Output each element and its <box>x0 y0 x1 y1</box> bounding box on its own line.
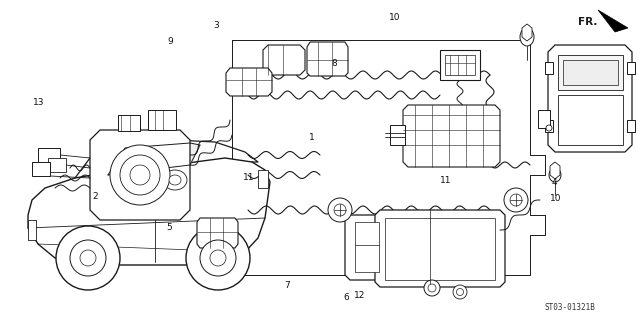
Ellipse shape <box>80 250 96 266</box>
Bar <box>390 125 405 145</box>
Bar <box>627 120 635 132</box>
Ellipse shape <box>453 285 467 299</box>
Ellipse shape <box>169 175 181 185</box>
Bar <box>385 218 495 280</box>
Ellipse shape <box>457 289 464 295</box>
Ellipse shape <box>520 28 534 46</box>
Ellipse shape <box>328 198 352 222</box>
Polygon shape <box>548 45 632 152</box>
Text: 1: 1 <box>309 133 315 142</box>
Bar <box>258 170 268 188</box>
Ellipse shape <box>70 240 106 276</box>
Text: 7: 7 <box>283 281 290 290</box>
Polygon shape <box>345 215 385 280</box>
Ellipse shape <box>110 145 170 205</box>
Bar <box>558 95 623 145</box>
Polygon shape <box>522 24 532 41</box>
Bar <box>445 55 475 75</box>
Text: 11: 11 <box>440 176 452 185</box>
Bar <box>563 60 618 85</box>
Ellipse shape <box>130 165 150 185</box>
Bar <box>545 120 553 132</box>
Polygon shape <box>108 143 200 175</box>
Text: 10: 10 <box>389 13 401 22</box>
Text: 4: 4 <box>552 178 557 187</box>
Polygon shape <box>28 158 270 265</box>
Text: 3: 3 <box>213 21 220 30</box>
Ellipse shape <box>200 240 236 276</box>
Text: FR.: FR. <box>578 17 598 27</box>
Ellipse shape <box>424 280 440 296</box>
Ellipse shape <box>56 226 120 290</box>
Ellipse shape <box>428 284 436 292</box>
Bar <box>48 158 66 172</box>
Text: 5: 5 <box>166 223 172 232</box>
Bar <box>32 162 50 176</box>
Text: 2: 2 <box>93 192 98 201</box>
Polygon shape <box>375 210 505 287</box>
Text: 12: 12 <box>354 292 366 300</box>
Ellipse shape <box>334 204 346 216</box>
Text: 8: 8 <box>331 60 338 68</box>
Text: 10: 10 <box>550 194 561 203</box>
Polygon shape <box>307 42 348 76</box>
Bar <box>38 148 60 164</box>
Polygon shape <box>197 218 238 248</box>
Bar <box>148 110 176 130</box>
Ellipse shape <box>210 250 226 266</box>
Polygon shape <box>550 162 560 179</box>
Text: 13: 13 <box>32 98 44 107</box>
Bar <box>627 62 635 74</box>
Ellipse shape <box>120 155 160 195</box>
Polygon shape <box>90 130 190 220</box>
Ellipse shape <box>549 168 561 182</box>
Polygon shape <box>598 10 628 32</box>
Text: 11: 11 <box>243 173 254 182</box>
Bar <box>355 222 379 272</box>
Polygon shape <box>403 105 500 167</box>
Ellipse shape <box>163 170 187 190</box>
Polygon shape <box>263 45 305 75</box>
Ellipse shape <box>510 194 522 206</box>
Bar <box>28 220 36 240</box>
Polygon shape <box>226 68 272 96</box>
Bar <box>118 115 140 131</box>
Ellipse shape <box>186 226 250 290</box>
Bar <box>558 55 623 90</box>
Text: 6: 6 <box>343 293 349 302</box>
Bar <box>545 62 553 74</box>
Text: 9: 9 <box>168 37 174 46</box>
Text: ST03-01321B: ST03-01321B <box>545 303 596 313</box>
Bar <box>440 50 480 80</box>
Ellipse shape <box>546 125 552 131</box>
Ellipse shape <box>504 188 528 212</box>
Bar <box>538 110 550 128</box>
